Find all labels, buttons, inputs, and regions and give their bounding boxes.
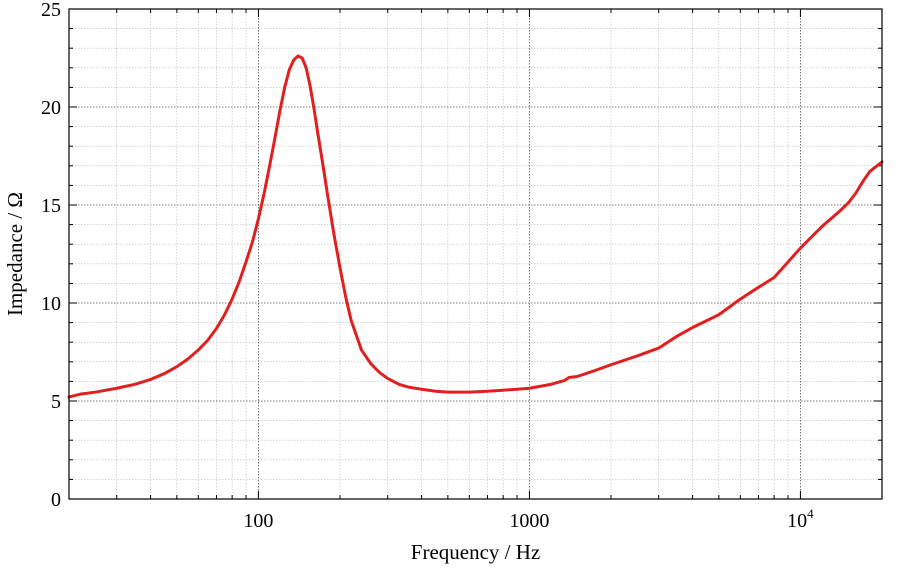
x-tick-label: 104 — [787, 506, 814, 532]
y-tick-label: 15 — [41, 195, 61, 217]
x-tick-label: 1000 — [509, 510, 549, 532]
y-tick-label: 10 — [41, 293, 61, 315]
x-axis-label: Frequency / Hz — [411, 540, 540, 564]
x-tick-label: 100 — [243, 510, 273, 532]
y-tick-label: 25 — [41, 0, 61, 21]
y-tick-label: 5 — [51, 391, 61, 413]
y-tick-label: 0 — [51, 489, 61, 511]
y-axis-label: Impedance / Ω — [3, 192, 27, 316]
tick-labels: 0 5 10 15 20 25 100 1000 104 — [41, 0, 814, 532]
y-tick-label: 20 — [41, 97, 61, 119]
impedance-series-line — [67, 54, 884, 399]
grid — [69, 9, 882, 499]
plot-frame — [68, 8, 883, 500]
axis-ticks — [68, 8, 883, 500]
series-layer — [67, 54, 884, 399]
